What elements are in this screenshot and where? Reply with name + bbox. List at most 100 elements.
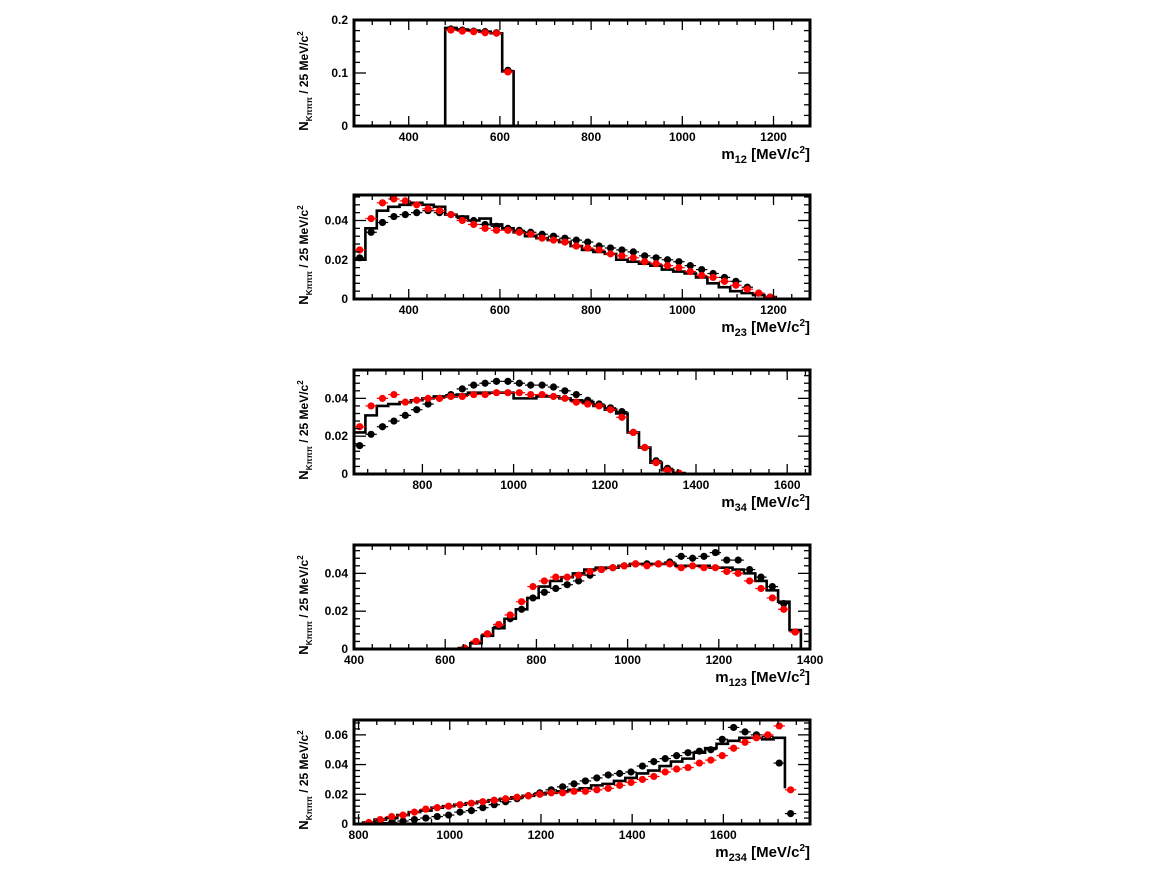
- data-point-red: [652, 459, 660, 467]
- x-tick-label: 1400: [619, 828, 646, 842]
- data-point-red: [561, 394, 569, 402]
- x-tick-label: 1200: [760, 130, 787, 144]
- y-axis-unit-power: 2: [296, 205, 305, 210]
- plot-area: [457, 548, 803, 649]
- data-point-black: [559, 783, 567, 791]
- x-tick-label: 1600: [774, 478, 801, 492]
- data-point-black: [538, 381, 546, 389]
- data-point-black: [650, 758, 658, 766]
- data-point-black: [410, 815, 419, 824]
- data-point-red: [504, 226, 512, 234]
- data-point-red: [481, 390, 489, 399]
- data-point-black: [661, 755, 669, 763]
- data-point-red: [787, 786, 795, 794]
- x-tick-label: 400: [344, 653, 364, 667]
- data-point-black: [604, 771, 612, 779]
- data-point-red: [504, 389, 512, 397]
- data-point-red: [502, 795, 510, 803]
- data-point-red: [527, 390, 535, 399]
- x-axis-title: m234 [MeV/c2]: [715, 843, 810, 864]
- data-point-red: [515, 389, 523, 397]
- data-point-black: [593, 774, 601, 782]
- data-point-red: [524, 792, 533, 800]
- data-point-red: [574, 571, 583, 579]
- data-point-black: [458, 385, 466, 393]
- data-point-red: [447, 392, 455, 401]
- data-point-red: [663, 262, 672, 270]
- data-point-red: [638, 775, 647, 784]
- data-point-black: [504, 377, 512, 385]
- y-axis-symbol: N: [296, 295, 311, 304]
- data-point-black: [700, 552, 708, 560]
- data-point-red: [723, 567, 731, 576]
- data-point-black: [561, 387, 569, 395]
- data-point-black: [652, 254, 660, 262]
- data-point-black: [686, 262, 694, 270]
- x-axis-title: m123 [MeV/c2]: [715, 668, 810, 689]
- data-point-black: [479, 804, 487, 812]
- data-point-black: [741, 728, 749, 736]
- data-point-black: [367, 228, 375, 236]
- data-point-red: [413, 201, 421, 209]
- x-tick-label: 800: [581, 130, 601, 144]
- data-point-red: [435, 394, 444, 402]
- data-point-red: [458, 392, 466, 401]
- data-point-red: [563, 573, 571, 581]
- data-point-red: [780, 605, 788, 613]
- y-axis-subscript: Kπππ: [305, 621, 314, 645]
- data-point-red: [538, 390, 546, 399]
- data-point-red: [367, 402, 375, 410]
- data-point-red: [584, 400, 592, 408]
- data-point-red: [581, 787, 590, 795]
- plot-area: [354, 195, 778, 299]
- data-point-red: [424, 394, 432, 402]
- y-axis-unit-power: 2: [296, 380, 305, 385]
- x-tick-label: 400: [399, 303, 419, 317]
- y-tick-label: 0: [341, 642, 348, 656]
- y-tick-label: 0.2: [331, 13, 348, 27]
- data-point-black: [757, 573, 765, 581]
- x-tick-label: 800: [412, 478, 432, 492]
- data-point-red: [390, 390, 398, 399]
- data-point-red: [663, 466, 672, 474]
- data-point-red: [458, 27, 466, 35]
- data-point-red: [401, 398, 409, 406]
- data-point-black: [618, 246, 626, 254]
- data-point-black: [787, 810, 795, 818]
- data-point-red: [504, 68, 512, 76]
- data-point-red: [376, 815, 384, 824]
- data-point-red: [688, 562, 697, 570]
- y-axis-title: NKπππ / 25 MeV/c2: [296, 380, 314, 480]
- data-point-red: [673, 765, 681, 773]
- x-tick-label: 800: [349, 828, 369, 842]
- data-point-red: [709, 273, 717, 282]
- y-tick-label: 0.02: [325, 253, 349, 267]
- data-point-red: [481, 224, 489, 232]
- plot-frame: [352, 718, 812, 826]
- data-point-black: [684, 749, 692, 757]
- y-axis-unit-power: 2: [296, 730, 305, 735]
- data-point-red: [707, 756, 715, 764]
- data-point-black: [424, 400, 432, 408]
- data-point-black: [723, 556, 731, 564]
- data-point-red: [586, 567, 594, 576]
- x-axis-symbol: m: [721, 319, 734, 336]
- data-point-red: [458, 216, 466, 225]
- data-point-black: [572, 390, 580, 399]
- histogram-line: [354, 201, 778, 299]
- data-point-red: [435, 207, 444, 215]
- data-point-red: [629, 254, 637, 262]
- data-point-red: [570, 787, 578, 795]
- data-point-black: [675, 258, 683, 266]
- x-axis-unit: [MeV/c: [747, 319, 800, 336]
- data-point-red: [627, 778, 635, 787]
- data-point-red: [604, 784, 612, 792]
- data-point-black: [574, 577, 583, 585]
- data-point-red: [470, 28, 478, 36]
- data-point-red: [433, 804, 441, 812]
- chart-panel-234: 800 1000 1200 1400 1600 0 0.02 0.04 0.06 m234 [Me…: [296, 718, 812, 864]
- data-point-red: [481, 29, 489, 37]
- y-tick-label: 0: [341, 292, 348, 306]
- y-tick-label: 0.04: [325, 566, 349, 580]
